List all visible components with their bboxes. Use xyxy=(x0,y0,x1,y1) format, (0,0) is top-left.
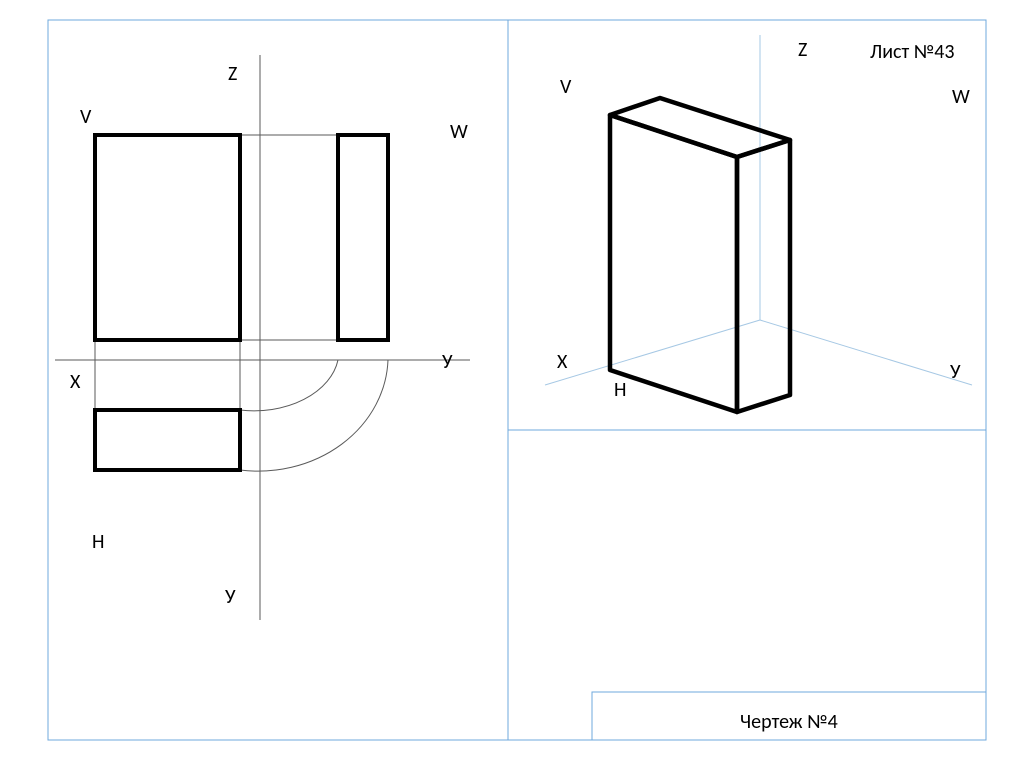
label-V-right: V xyxy=(560,75,571,99)
titleblock-label: Чертеж №4 xyxy=(740,710,838,734)
label-Z-left: Z xyxy=(228,62,237,86)
label-H-right: Н xyxy=(614,378,626,402)
right-panel-svg xyxy=(0,0,1024,768)
label-V-left: V xyxy=(80,105,91,129)
label-Y-right: У xyxy=(950,360,961,384)
sheet-title: Лист №43 xyxy=(870,40,955,64)
label-W-left: W xyxy=(450,120,468,144)
label-W-right: W xyxy=(952,85,970,109)
label-X-right: Х xyxy=(557,350,567,374)
label-H-left: Н xyxy=(92,530,104,554)
label-Z-right: Z xyxy=(798,38,807,62)
drawing-canvas: V W Z Х У У Н Лист №43 Z V W Х У Н Черте… xyxy=(0,0,1024,768)
label-Y-down-left: У xyxy=(225,585,236,609)
label-Y-right-left: У xyxy=(442,350,453,374)
label-X-left: Х xyxy=(70,370,80,394)
